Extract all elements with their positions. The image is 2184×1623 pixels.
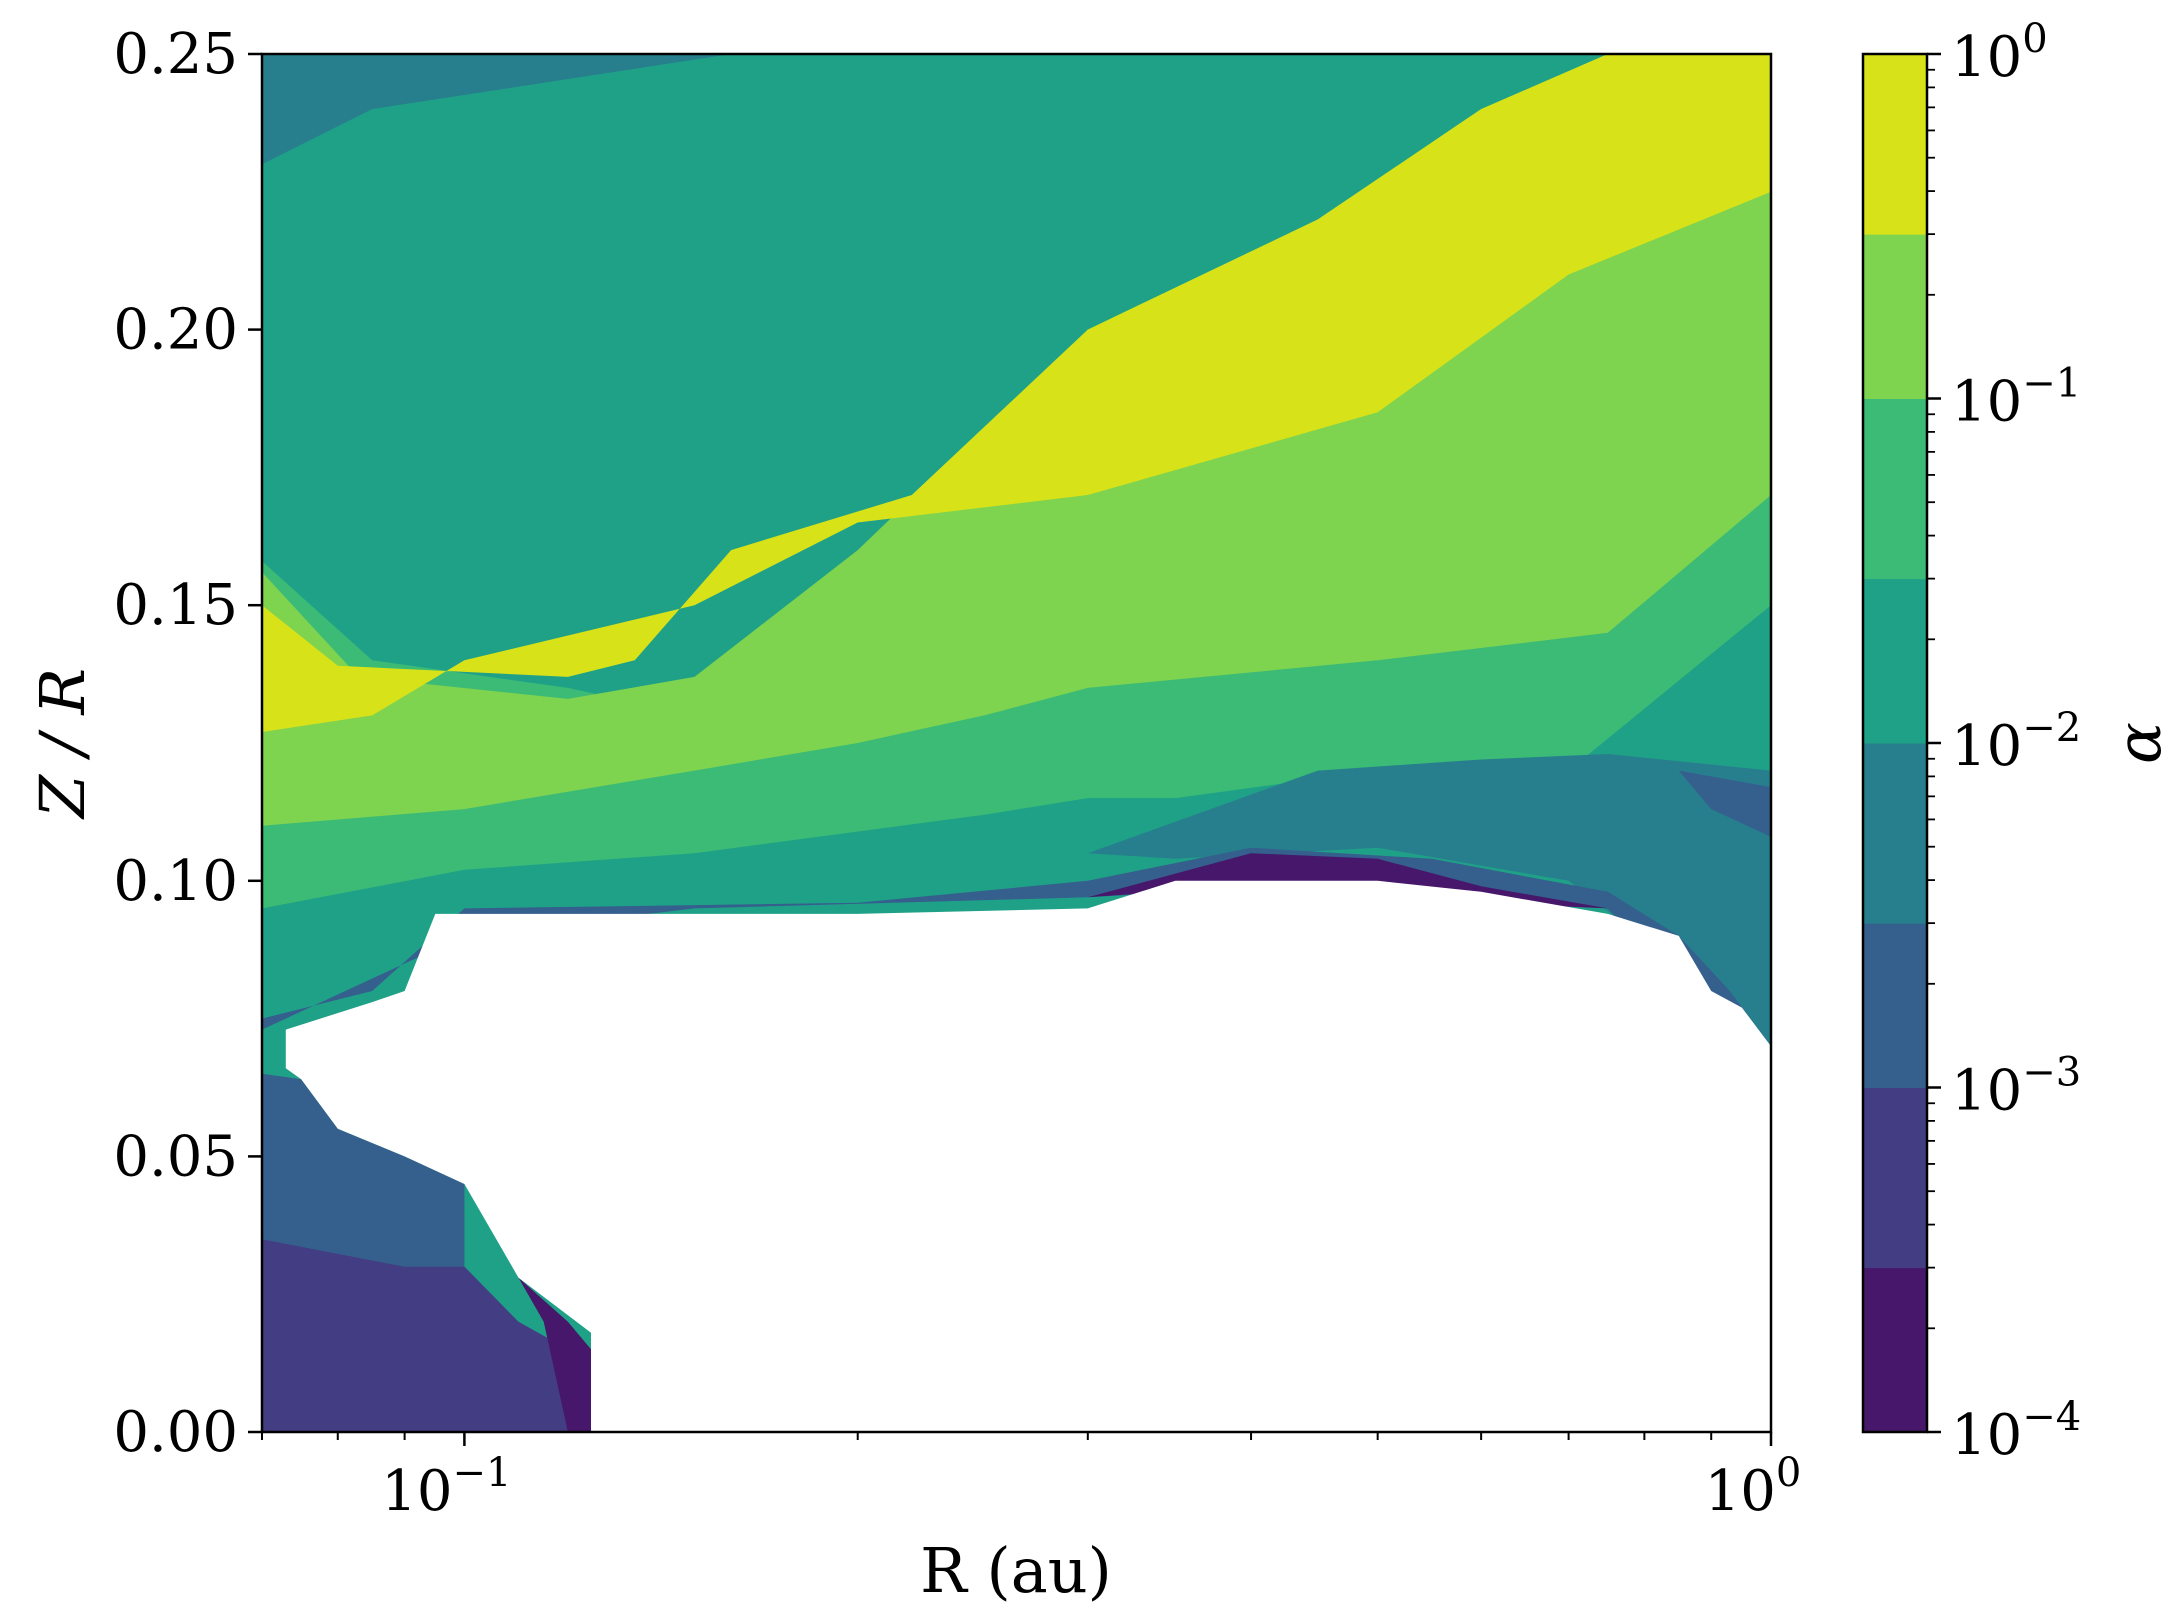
contour-region-level-2 — [1678, 770, 1771, 837]
y-tick-label: 0.05 — [113, 1124, 238, 1189]
masked-region — [285, 880, 1771, 1432]
colorbar-tick-label: 100 — [1951, 16, 2048, 90]
colorbar-band — [1863, 578, 1927, 744]
colorbar-band — [1863, 743, 1927, 924]
contour-region-level-7 — [262, 54, 1771, 732]
y-axis: 0.00 0.05 0.10 0.15 0.20 0.25 — [113, 22, 262, 1465]
colorbar-band — [1863, 1267, 1927, 1433]
y-tick-label: 0.25 — [113, 22, 238, 87]
colorbar-band — [1863, 398, 1927, 580]
y-tick-label: 0.00 — [113, 1400, 238, 1465]
y-axis-label: Z / R — [26, 668, 99, 820]
x-tick-label: 10−1 — [381, 1450, 511, 1524]
x-axis: 10−1 100 — [261, 1432, 1802, 1524]
y-tick-label: 0.20 — [113, 298, 238, 363]
contour-region-level-5 — [262, 54, 1771, 909]
colorbar-tick-label: 10−3 — [1951, 1050, 2081, 1124]
colorbar-band — [1863, 923, 1927, 1088]
x-tick-label: 100 — [1705, 1450, 1802, 1524]
colorbar-tick-label: 10−4 — [1951, 1394, 2081, 1468]
colorbar-band — [1863, 234, 1927, 399]
colorbar-band — [1863, 54, 1927, 235]
colorbar-band — [1863, 1087, 1927, 1269]
colorbar-label: α — [2102, 722, 2175, 764]
contour-region-level-2 — [262, 1073, 465, 1267]
colorbar-tick-label: 10−1 — [1951, 361, 2081, 435]
colorbar: 10−4 10−3 10−2 10−1 100 — [1861, 16, 2081, 1468]
contour-region-level-3 — [262, 54, 732, 165]
contour-region-level-3 — [1087, 754, 1771, 1047]
colorbar-tick-label: 10−2 — [1951, 705, 2081, 779]
plot-frame — [260, 52, 1773, 1434]
y-tick-label: 0.15 — [113, 573, 238, 638]
contour-region-level-0 — [518, 1277, 591, 1432]
plot-area — [262, 54, 1771, 1432]
x-axis-label: R (au) — [920, 1534, 1112, 1607]
y-tick-label: 0.10 — [113, 849, 238, 914]
contour-region-level-6 — [1607, 191, 1771, 385]
contour-region-level-1 — [262, 1239, 568, 1432]
